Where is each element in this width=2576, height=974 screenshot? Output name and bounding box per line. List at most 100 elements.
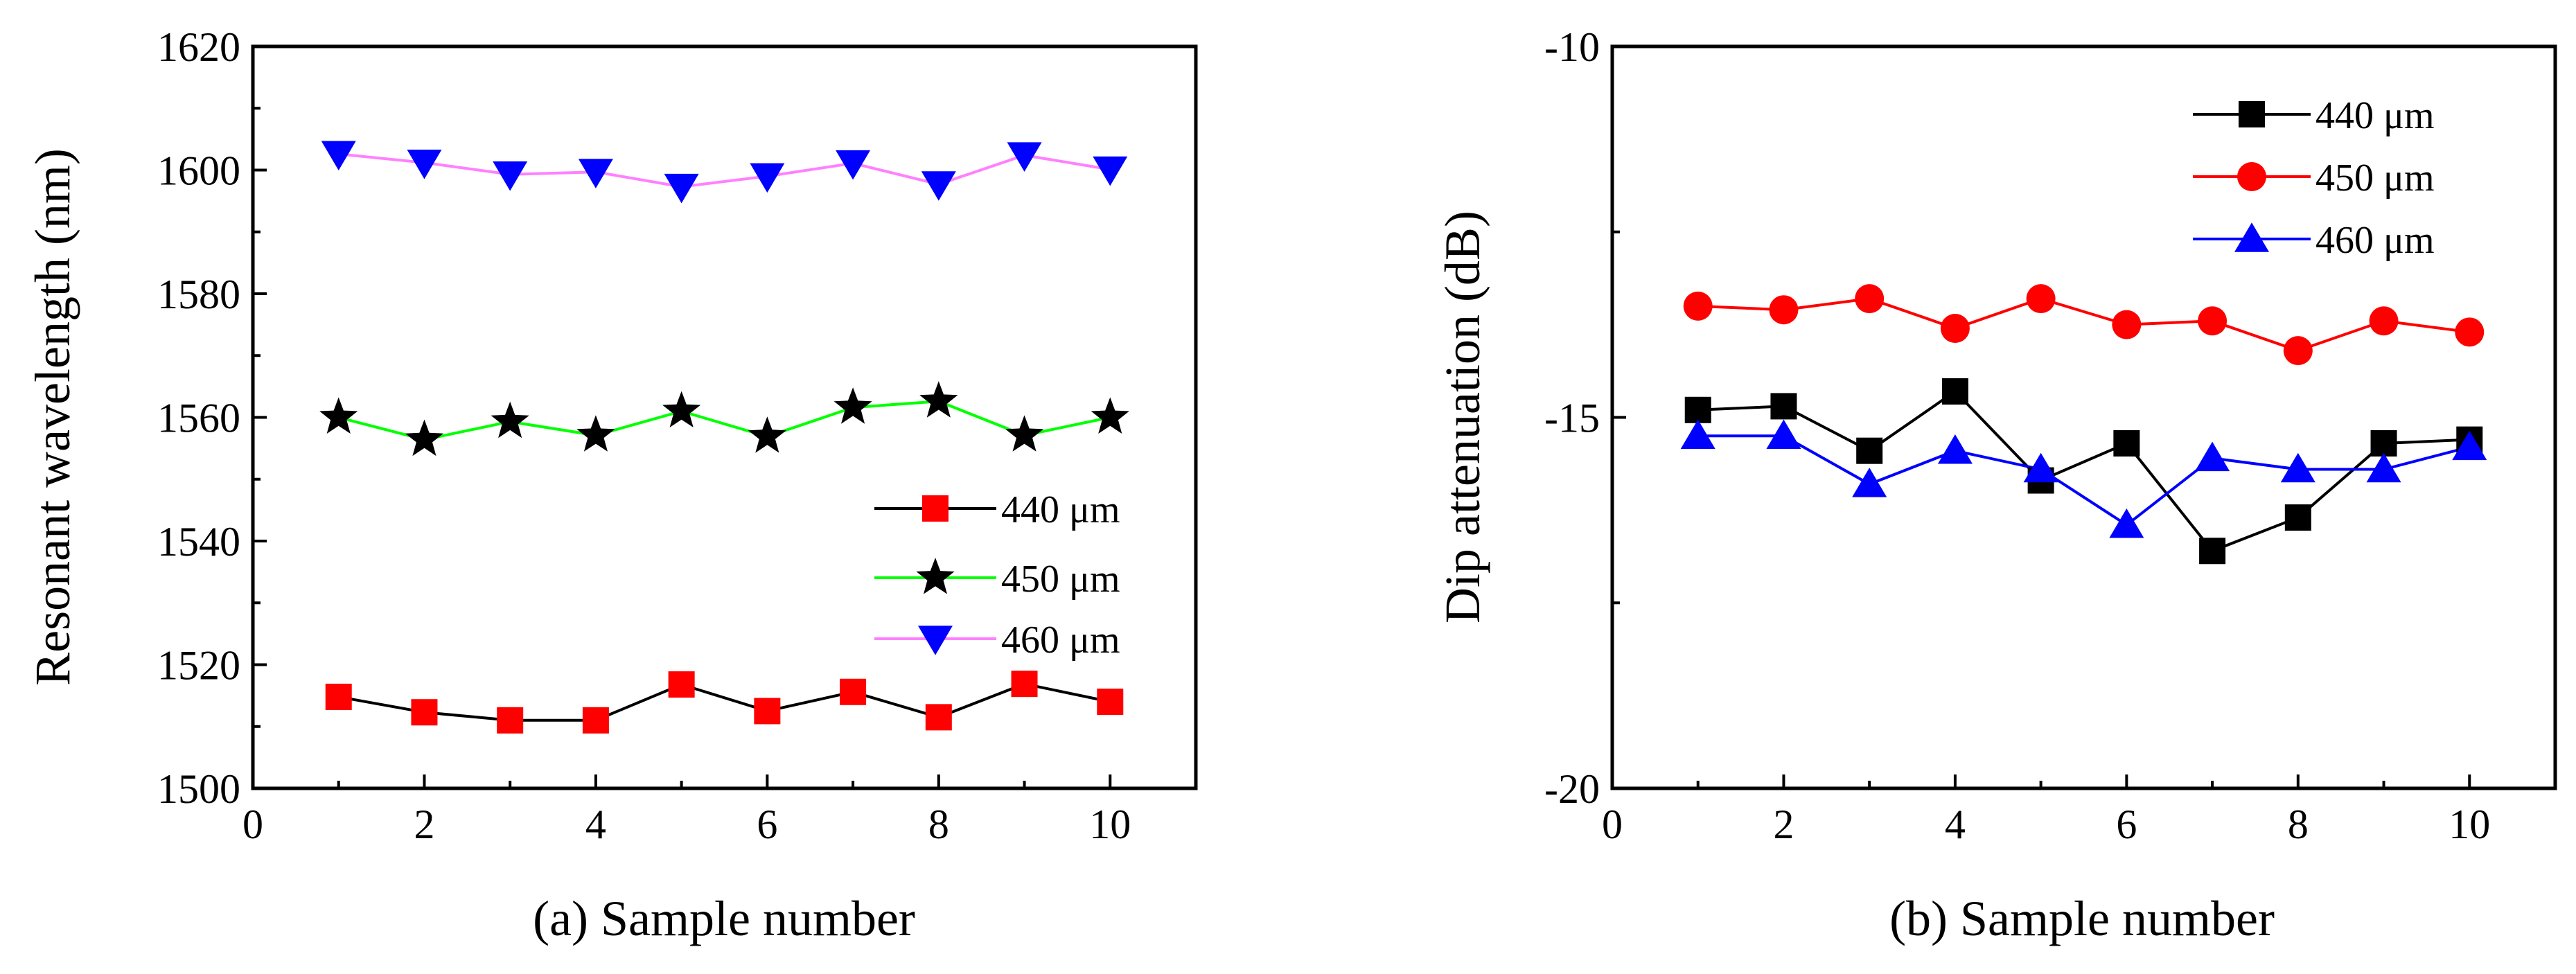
series-line-2 bbox=[338, 152, 1111, 188]
data-point bbox=[2198, 306, 2227, 336]
legend-marker bbox=[2237, 162, 2266, 191]
legend-entry-2: 460 μm bbox=[874, 619, 1120, 662]
data-point bbox=[1766, 419, 1801, 450]
data-point bbox=[1683, 291, 1713, 321]
y-tick-label: -10 bbox=[1544, 24, 1600, 70]
x-tick-label: 8 bbox=[2288, 802, 2309, 847]
data-point bbox=[491, 401, 529, 439]
data-point bbox=[2452, 430, 2487, 461]
y-tick-label: -20 bbox=[1544, 766, 1600, 812]
data-point bbox=[833, 387, 872, 424]
data-point bbox=[1680, 419, 1715, 450]
data-point bbox=[1940, 313, 1970, 343]
data-point bbox=[2283, 336, 2313, 366]
x-tick-label: 6 bbox=[2116, 802, 2137, 847]
data-point bbox=[2109, 508, 2144, 538]
data-point bbox=[664, 173, 699, 204]
y-axis-ticks: -20 -15 -10 bbox=[1544, 24, 1626, 812]
x-tick-label: 4 bbox=[1945, 802, 1966, 847]
panel-a-resonant-wavelength-chart: 0 2 4 6 8 10 1500 1520 1540 1560 1580 1600 1620 (a)… bbox=[25, 24, 1198, 946]
legend-marker bbox=[2234, 222, 2269, 252]
y-tick-label: 1520 bbox=[157, 643, 240, 689]
data-point bbox=[1007, 142, 1042, 172]
data-point bbox=[1769, 295, 1799, 325]
series-lines bbox=[338, 152, 1111, 722]
x-tick-label: 0 bbox=[1602, 802, 1623, 847]
x-tick-label: 4 bbox=[585, 802, 606, 847]
x-tick-label: 2 bbox=[414, 802, 434, 847]
series-markers bbox=[319, 141, 1129, 734]
x-tick-label: 2 bbox=[1773, 802, 1794, 847]
y-axis-title: Dip attenuation (dB) bbox=[1435, 211, 1490, 623]
data-point bbox=[836, 150, 871, 180]
y-tick-label: 1500 bbox=[157, 766, 240, 812]
x-axis-title: (a) Sample number bbox=[533, 891, 915, 946]
data-point bbox=[321, 141, 356, 171]
data-point bbox=[2366, 452, 2401, 483]
legend-label: 440 μm bbox=[2315, 94, 2435, 137]
legend-entry-0: 440 μm bbox=[874, 488, 1120, 531]
data-point bbox=[1091, 397, 1129, 434]
series-line-2 bbox=[1697, 434, 2470, 527]
data-point bbox=[582, 707, 609, 734]
legend: 440 μm 450 μm 460 μm bbox=[874, 488, 1120, 662]
legend-label: 460 μm bbox=[1001, 619, 1120, 662]
data-point bbox=[2280, 452, 2315, 483]
legend-label: 440 μm bbox=[1001, 488, 1120, 531]
data-point bbox=[925, 704, 952, 731]
series-lines bbox=[1697, 296, 2470, 553]
panel-b-dip-attenuation-chart: 0 2 4 6 8 10 -20 -15 -10 (b) Sample number Dip … bbox=[1435, 24, 2557, 946]
y-tick-label: 1580 bbox=[157, 272, 240, 317]
x-tick-label: 0 bbox=[242, 802, 263, 847]
y-tick-label: -15 bbox=[1544, 396, 1600, 441]
data-point bbox=[1770, 393, 1797, 420]
data-point bbox=[668, 671, 695, 698]
legend-entry-1: 450 μm bbox=[874, 558, 1120, 601]
data-point bbox=[1937, 434, 1973, 464]
data-point bbox=[497, 707, 524, 734]
data-point bbox=[325, 683, 352, 710]
series-line-1 bbox=[1697, 296, 2470, 353]
data-point bbox=[1855, 284, 1885, 314]
legend-marker bbox=[922, 495, 949, 522]
legend-marker bbox=[918, 626, 953, 655]
x-tick-label: 6 bbox=[757, 802, 777, 847]
x-axis-ticks: 0 2 4 6 8 10 bbox=[1602, 774, 2557, 847]
y-tick-label: 1620 bbox=[157, 24, 240, 70]
data-point bbox=[919, 381, 958, 418]
legend-label: 460 μm bbox=[2315, 219, 2435, 262]
data-point bbox=[2370, 430, 2397, 457]
y-tick-label: 1600 bbox=[157, 148, 240, 194]
data-point bbox=[1005, 415, 1044, 452]
data-point bbox=[1097, 689, 1124, 716]
data-point bbox=[2369, 306, 2399, 336]
legend-entry-0: 440 μm bbox=[2193, 94, 2435, 137]
data-point bbox=[2195, 441, 2230, 472]
data-point bbox=[1941, 378, 1968, 405]
x-axis-ticks: 0 2 4 6 8 10 bbox=[242, 774, 1197, 847]
series-line-0 bbox=[338, 682, 1111, 722]
data-point bbox=[754, 698, 781, 725]
legend-label: 450 μm bbox=[1001, 558, 1120, 601]
legend-entry-1: 450 μm bbox=[2193, 157, 2435, 200]
y-tick-label: 1540 bbox=[157, 519, 240, 565]
data-point bbox=[662, 391, 701, 427]
x-tick-label: 10 bbox=[2449, 802, 2490, 847]
data-point bbox=[750, 163, 785, 193]
legend-label: 450 μm bbox=[2315, 157, 2435, 200]
series-line-0 bbox=[1697, 389, 2470, 553]
legend-entry-2: 460 μm bbox=[2193, 219, 2435, 262]
x-tick-label: 10 bbox=[1089, 802, 1131, 847]
series-line-1 bbox=[338, 400, 1111, 441]
data-point bbox=[1011, 671, 1038, 698]
data-point bbox=[2113, 430, 2140, 457]
legend-marker bbox=[2239, 101, 2265, 127]
data-point bbox=[1093, 156, 1128, 186]
data-point bbox=[921, 171, 956, 201]
data-point bbox=[2023, 452, 2058, 483]
legend-marker bbox=[916, 558, 955, 594]
plot-frame bbox=[251, 44, 1198, 790]
data-point bbox=[1856, 437, 1883, 464]
data-point bbox=[2455, 317, 2485, 347]
